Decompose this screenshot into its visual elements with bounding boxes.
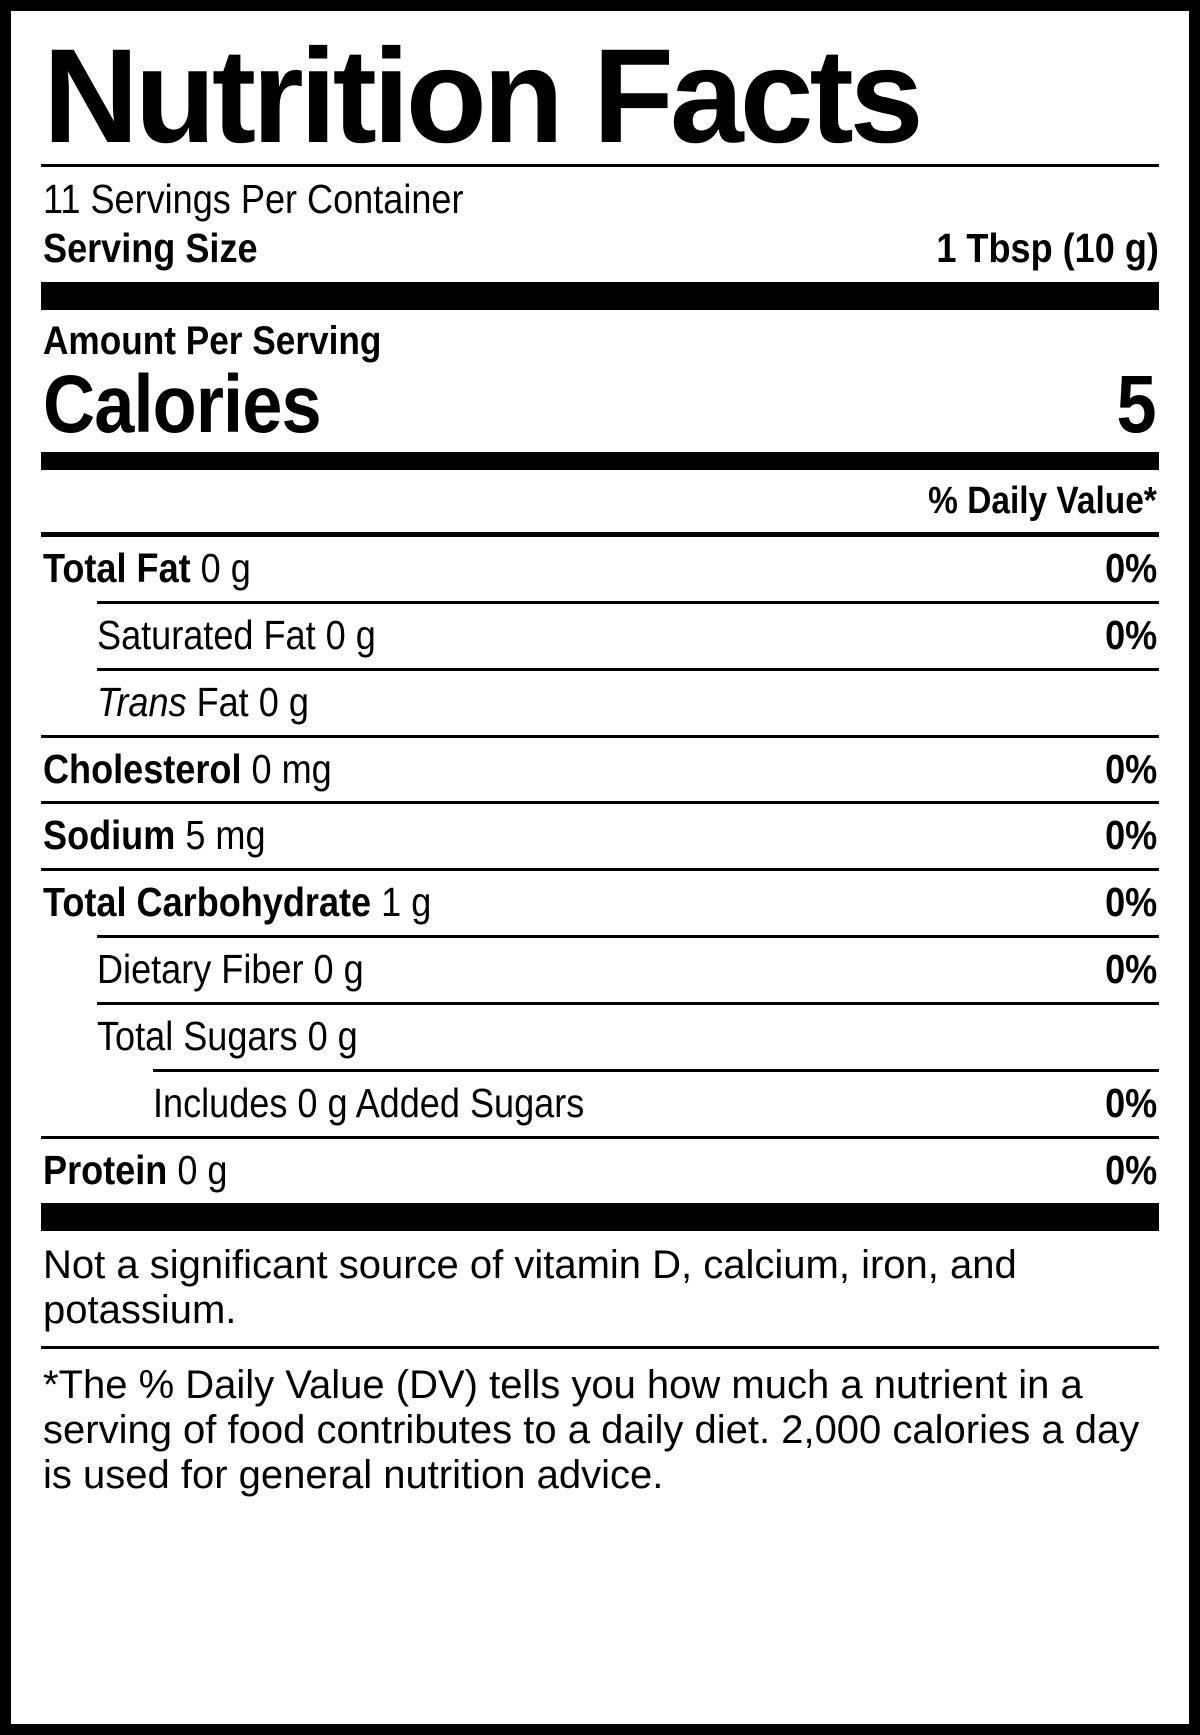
row-separator [97, 935, 1159, 939]
nutrient-label-text-saturated-fat: Saturated Fat 0 g [97, 611, 376, 658]
thick-bar-after-protein [41, 1202, 1159, 1231]
nutrient-dv-text-dietary-fiber: 0% [1104, 946, 1157, 993]
nutrient-label-cholesterol: Cholesterol 0 mg [43, 745, 371, 793]
title-block: Nutrition Facts [41, 33, 1159, 164]
amount-per-serving-label: Amount Per Serving [41, 310, 1159, 364]
nutrient-label-sodium: Sodium 5 mg [43, 812, 296, 859]
nutrient-label-total-sugars: Total Sugars 0 g [97, 1013, 393, 1060]
nutrient-label-text-protein: Protein 0 g [43, 1146, 228, 1193]
nutrient-label-text-total-carbohydrate: Total Carbohydrate 1 g [43, 879, 432, 926]
serving-size-row: Serving Size 1 Tbsp (10 g) [41, 223, 1159, 282]
calories-label-text: Calories [43, 359, 322, 451]
nutrient-label-text-sodium: Sodium 5 mg [43, 812, 266, 859]
calories-value-text: 5 [1116, 359, 1157, 451]
rule-under-dv-header [41, 531, 1159, 537]
nutrient-label-text-dietary-fiber: Dietary Fiber 0 g [97, 946, 364, 993]
nutrient-dv-text-sodium: 0% [1104, 812, 1157, 859]
rule-under-title [41, 163, 1159, 167]
nutrient-label-trans-fat: Trans Fat 0 g [97, 678, 338, 726]
row-separator [41, 801, 1159, 805]
nutrient-dv-dietary-fiber: 0% [1098, 946, 1157, 993]
row-separator [97, 667, 1159, 671]
nutrient-label-text-added-sugars: Includes 0 g Added Sugars [153, 1080, 585, 1127]
nutrient-row-saturated-fat: Saturated Fat 0 g 0% [41, 604, 1159, 668]
row-separator [41, 868, 1159, 872]
row-separator [41, 1135, 1159, 1139]
calories-row: Calories 5 [41, 364, 1159, 452]
calories-value: 5 [1111, 364, 1159, 446]
nutrient-dv-text-cholesterol: 0% [1104, 745, 1157, 792]
nutrient-dv-text-added-sugars: 0% [1104, 1080, 1157, 1127]
nutrient-row-total-sugars: Total Sugars 0 g [41, 1005, 1159, 1069]
nutrient-dv-text-total-carbohydrate: 0% [1104, 879, 1157, 926]
nutrient-dv-added-sugars: 0% [1098, 1080, 1157, 1127]
nutrient-dv-protein: 0% [1098, 1146, 1157, 1194]
bar-after-calories [41, 452, 1159, 471]
row-separator [41, 734, 1159, 738]
label-inner: Nutrition Facts 11 Servings Per Containe… [11, 11, 1189, 1724]
thick-bar-after-serving [41, 282, 1159, 311]
daily-value-header-text: % Daily Value* [928, 480, 1157, 523]
row-separator [97, 600, 1159, 604]
servings-per-container: 11 Servings Per Container [41, 167, 1159, 223]
nutrient-label-text-total-fat: Total Fat 0 g [43, 544, 251, 591]
serving-size-value: 1 Tbsp (10 g) [936, 225, 1159, 271]
nutrient-row-sodium: Sodium 5 mg 0% [41, 804, 1159, 868]
nutrient-dv-sodium: 0% [1098, 813, 1157, 859]
nutrient-label-text-total-sugars: Total Sugars 0 g [97, 1013, 358, 1060]
rule-between-footnotes [41, 1346, 1159, 1350]
nutrient-row-cholesterol: Cholesterol 0 mg 0% [41, 738, 1159, 802]
nutrient-row-trans-fat: Trans Fat 0 g [41, 671, 1159, 735]
nutrient-label-total-carbohydrate: Total Carbohydrate 1 g [43, 879, 484, 926]
nutrient-dv-text-total-fat: 0% [1104, 544, 1157, 591]
row-separator [97, 1002, 1159, 1006]
nutrient-label-text-cholesterol: Cholesterol 0 mg [43, 745, 332, 792]
nutrient-row-total-fat: Total Fat 0 g 0% [41, 537, 1159, 601]
calories-label: Calories [43, 364, 359, 446]
nutrient-rows: Total Fat 0 g 0% Saturated Fat 0 g 0% Trans … [41, 537, 1159, 1203]
row-separator [153, 1069, 1159, 1073]
amount-per-serving-text: Amount Per Serving [43, 319, 382, 364]
nutrient-dv-total-fat: 0% [1098, 544, 1157, 592]
nutrient-dv-text-saturated-fat: 0% [1104, 611, 1157, 658]
daily-value-header: % Daily Value* [41, 470, 1159, 532]
nutrient-row-dietary-fiber: Dietary Fiber 0 g 0% [41, 938, 1159, 1002]
footnote-daily-value-text: *The % Daily Value (DV) tells you how mu… [43, 1363, 1140, 1498]
servings-per-container-text: 11 Servings Per Container [43, 175, 464, 222]
nutrient-label-total-fat: Total Fat 0 g [43, 544, 279, 592]
page-title: Nutrition Facts [42, 33, 924, 164]
nutrient-row-total-carbohydrate: Total Carbohydrate 1 g 0% [41, 871, 1159, 935]
footnote-not-significant: Not a significant source of vitamin D, c… [41, 1231, 1159, 1347]
nutrient-row-added-sugars: Includes 0 g Added Sugars 0% [41, 1072, 1159, 1136]
nutrient-label-text-trans-fat: Trans Fat 0 g [97, 678, 309, 725]
nutrient-label-dietary-fiber: Dietary Fiber 0 g [97, 946, 400, 993]
nutrient-dv-saturated-fat: 0% [1098, 611, 1157, 659]
nutrient-label-added-sugars: Includes 0 g Added Sugars [153, 1080, 643, 1127]
nutrient-label-protein: Protein 0 g [43, 1146, 253, 1194]
nutrient-dv-cholesterol: 0% [1098, 745, 1157, 793]
serving-size-label: Serving Size [43, 225, 258, 271]
nutrient-dv-text-protein: 0% [1104, 1146, 1157, 1193]
nutrient-dv-total-carbohydrate: 0% [1098, 879, 1157, 926]
nutrient-row-protein: Protein 0 g 0% [41, 1139, 1159, 1203]
footnote-daily-value: *The % Daily Value (DV) tells you how mu… [41, 1349, 1159, 1503]
footnote-not-significant-text: Not a significant source of vitamin D, c… [43, 1242, 1017, 1332]
nutrient-label-saturated-fat: Saturated Fat 0 g [97, 611, 414, 659]
